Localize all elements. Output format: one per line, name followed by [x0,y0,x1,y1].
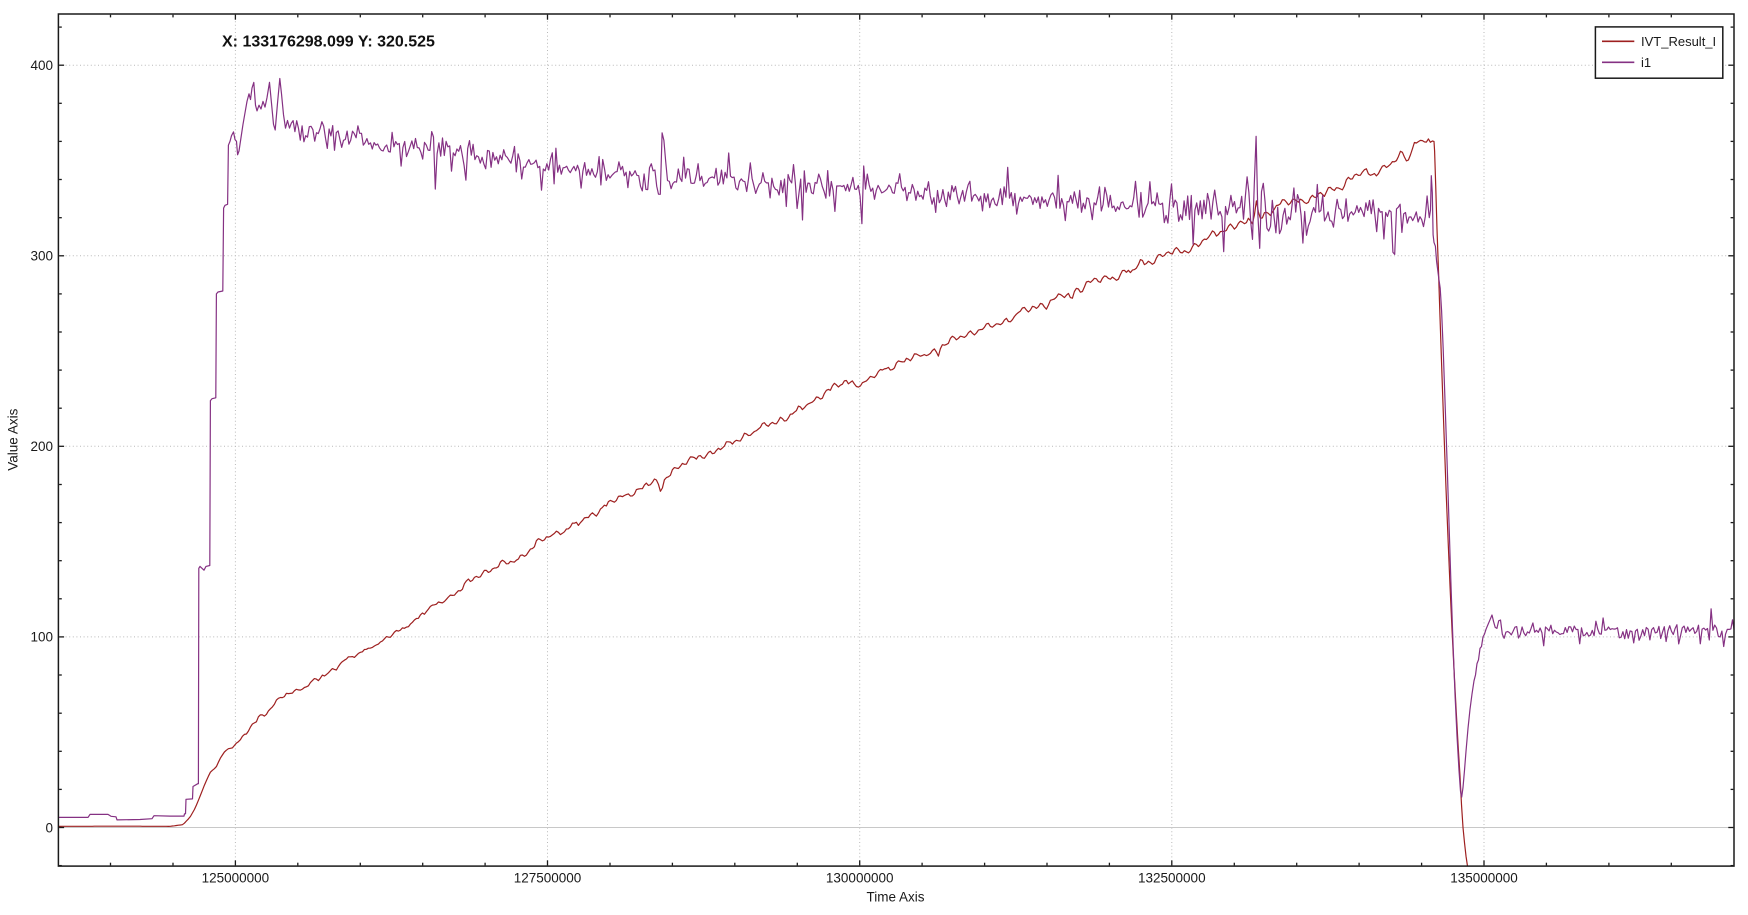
svg-text:0: 0 [45,820,53,835]
svg-text:100: 100 [30,630,53,645]
svg-text:135000000: 135000000 [1450,871,1518,886]
svg-text:i1: i1 [1641,55,1651,70]
svg-text:Time Axis: Time Axis [866,890,924,905]
svg-text:130000000: 130000000 [826,871,894,886]
svg-text:400: 400 [30,58,53,73]
svg-text:IVT_Result_I: IVT_Result_I [1641,34,1716,49]
svg-text:125000000: 125000000 [202,871,270,886]
svg-text:200: 200 [30,439,53,454]
svg-text:132500000: 132500000 [1138,871,1206,886]
svg-text:300: 300 [30,249,53,264]
svg-text:127500000: 127500000 [514,871,582,886]
svg-text:X: 133176298.099 Y: 320.525: X: 133176298.099 Y: 320.525 [222,34,435,51]
svg-text:Value Axis: Value Axis [6,408,21,470]
